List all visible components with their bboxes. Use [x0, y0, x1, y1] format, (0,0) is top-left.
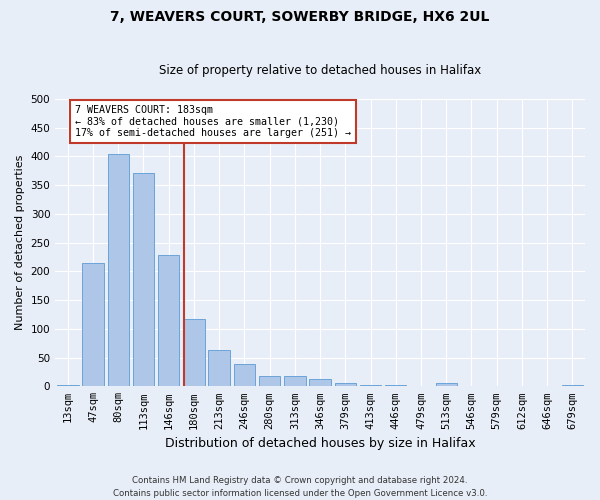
Text: 7 WEAVERS COURT: 183sqm
← 83% of detached houses are smaller (1,230)
17% of semi: 7 WEAVERS COURT: 183sqm ← 83% of detache…: [76, 104, 352, 138]
Bar: [436, 384, 457, 386]
X-axis label: Distribution of detached houses by size in Halifax: Distribution of detached houses by size …: [165, 437, 475, 450]
Y-axis label: Number of detached properties: Number of detached properties: [15, 155, 25, 330]
Bar: [233, 364, 255, 386]
Bar: [183, 318, 205, 386]
Bar: [385, 385, 406, 386]
Bar: [133, 172, 154, 386]
Bar: [562, 385, 583, 386]
Bar: [259, 376, 280, 386]
Text: 7, WEAVERS COURT, SOWERBY BRIDGE, HX6 2UL: 7, WEAVERS COURT, SOWERBY BRIDGE, HX6 2U…: [110, 10, 490, 24]
Bar: [335, 383, 356, 386]
Bar: [284, 376, 305, 386]
Text: Contains HM Land Registry data © Crown copyright and database right 2024.
Contai: Contains HM Land Registry data © Crown c…: [113, 476, 487, 498]
Bar: [360, 385, 381, 386]
Bar: [82, 263, 104, 386]
Title: Size of property relative to detached houses in Halifax: Size of property relative to detached ho…: [159, 64, 481, 77]
Bar: [310, 380, 331, 386]
Bar: [208, 350, 230, 387]
Bar: [158, 256, 179, 386]
Bar: [57, 385, 79, 386]
Bar: [107, 154, 129, 386]
